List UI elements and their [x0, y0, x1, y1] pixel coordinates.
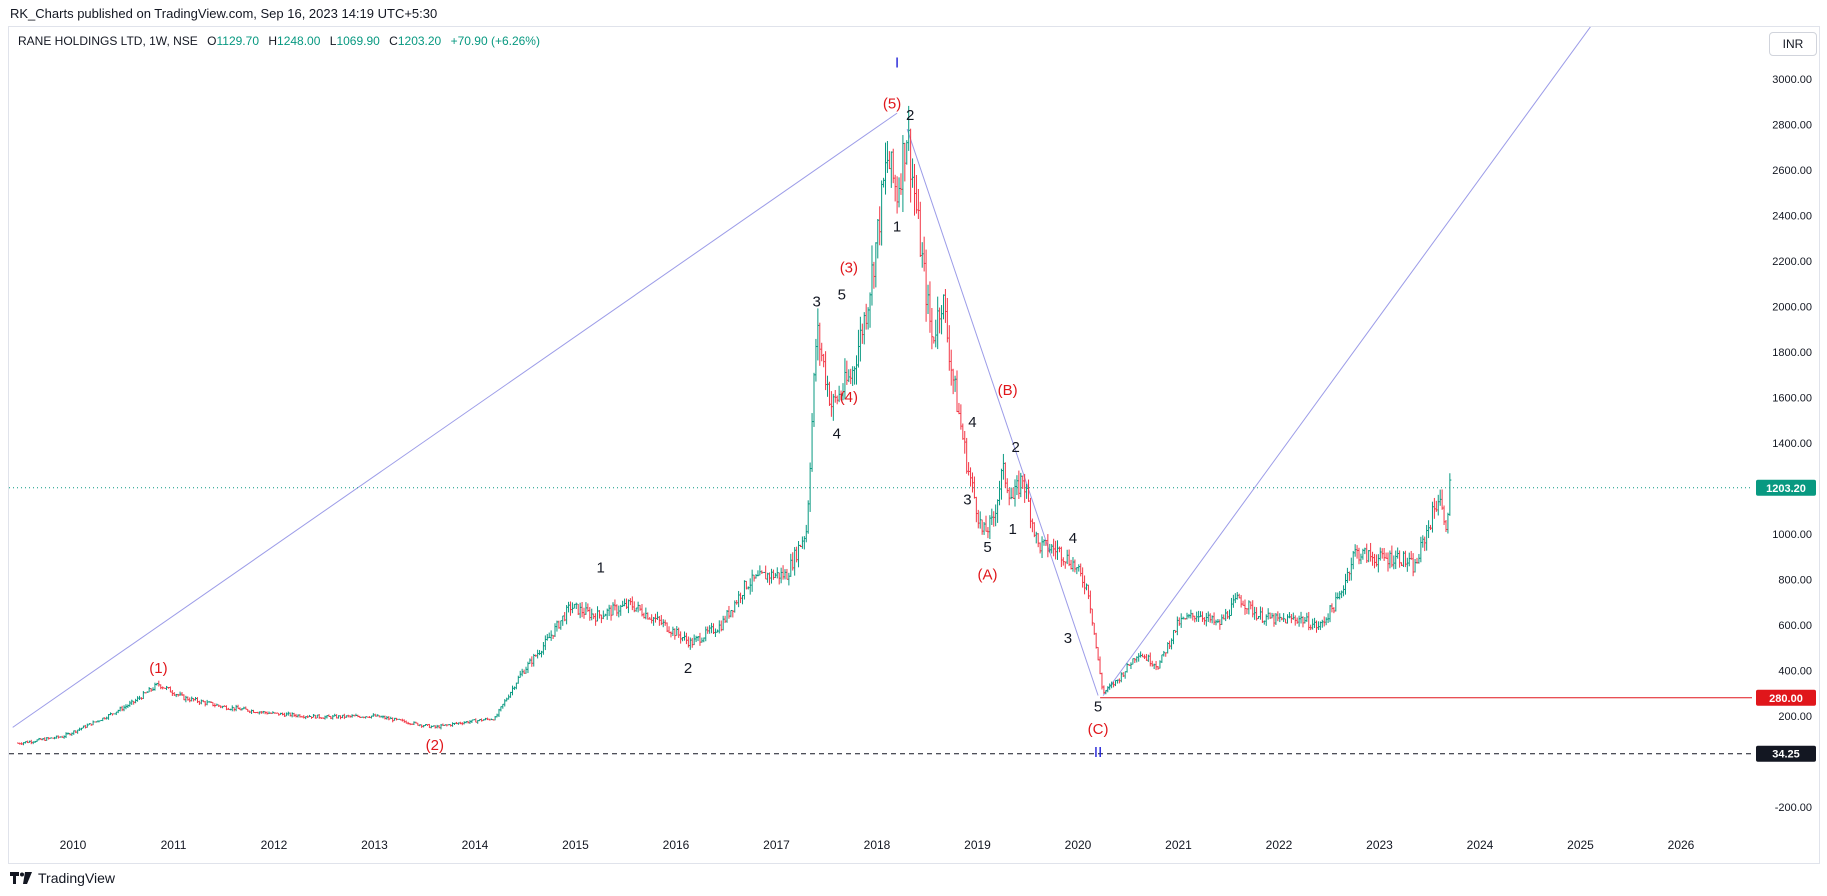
dashed-price-badge-bg — [1756, 745, 1816, 762]
ohlc-legend: RANE HOLDINGS LTD, 1W, NSE O1129.70 H124… — [18, 34, 540, 48]
trendline — [906, 128, 1099, 696]
wave-label: 3 — [963, 491, 971, 508]
chart-frame — [8, 26, 1820, 864]
open-value: 1129.70 — [216, 34, 260, 48]
wave-label: I — [895, 55, 899, 72]
dashed-price-badge: 34.25 — [1772, 749, 1800, 761]
brand-label: TradingView — [38, 870, 116, 886]
x-tick-label: 2010 — [60, 838, 87, 852]
wave-label: (A) — [978, 567, 998, 584]
open-label: O — [207, 34, 217, 48]
high-label: H — [268, 34, 278, 48]
tradingview-brand[interactable]: TradingView — [10, 870, 115, 886]
last-price-badge: 1203.20 — [1766, 483, 1806, 495]
y-tick-label: 1400.00 — [1772, 438, 1812, 450]
y-tick-label: 2800.00 — [1772, 120, 1812, 132]
wave-label: 2 — [1012, 439, 1020, 456]
y-tick-label: 2600.00 — [1772, 165, 1812, 177]
close-value: 1203.20 — [397, 34, 442, 48]
support-price-badge-bg — [1756, 689, 1816, 706]
wave-label: 2 — [906, 107, 914, 124]
low-label: L — [329, 34, 337, 48]
change-value: +70.90 (+6.26%) — [450, 34, 540, 48]
wave-label: (C) — [1088, 721, 1109, 738]
wave-label: (B) — [998, 382, 1018, 399]
support-price-badge: 280.00 — [1769, 693, 1803, 705]
x-tick-label: 2011 — [161, 838, 187, 852]
wave-label: 3 — [813, 294, 821, 311]
y-tick-label: 200.00 — [1778, 711, 1812, 723]
currency-button[interactable]: INR — [1769, 32, 1817, 56]
wave-label: 1 — [596, 560, 604, 577]
y-tick-label: 3000.00 — [1772, 74, 1812, 86]
wave-label: 4 — [833, 425, 841, 442]
wave-label: 1 — [893, 218, 901, 235]
y-tick-label: 2000.00 — [1772, 302, 1812, 314]
tradingview-logo-icon — [10, 872, 32, 884]
high-value: 1248.00 — [277, 34, 321, 48]
y-tick-label: 1000.00 — [1772, 529, 1812, 541]
trendline — [12, 112, 898, 728]
y-tick-label: 600.00 — [1778, 620, 1812, 632]
y-tick-label: 1600.00 — [1772, 393, 1812, 405]
y-tick-label: 400.00 — [1778, 666, 1812, 678]
y-tick-label: 2400.00 — [1772, 211, 1812, 223]
x-tick-label: 2026 — [1668, 838, 1695, 852]
y-tick-label: 2200.00 — [1772, 256, 1812, 268]
x-tick-label: 2025 — [1567, 838, 1594, 852]
x-tick-label: 2016 — [663, 838, 690, 852]
x-tick-label: 2022 — [1266, 838, 1293, 852]
x-tick-label: 2020 — [1065, 838, 1092, 852]
trendline — [1102, 27, 1591, 696]
wave-label: 3 — [1064, 630, 1072, 647]
wave-label: (1) — [149, 660, 167, 677]
wave-label: (5) — [883, 96, 901, 113]
plot-area — [9, 27, 1752, 746]
last-price-badge-bg — [1756, 479, 1816, 496]
x-tick-label: 2017 — [763, 838, 790, 852]
wave-label: 5 — [983, 539, 991, 556]
y-tick-label: 1800.00 — [1772, 347, 1812, 359]
wave-label: 2 — [684, 660, 692, 677]
symbol-label[interactable]: RANE HOLDINGS LTD, 1W, NSE — [18, 34, 198, 48]
wave-label: II — [1094, 744, 1102, 761]
low-value: 1069.90 — [336, 34, 380, 48]
x-tick-label: 2013 — [361, 838, 388, 852]
wave-label: 4 — [1069, 530, 1077, 547]
wave-label: (4) — [840, 389, 858, 406]
wave-label: 1 — [1009, 521, 1017, 538]
wave-label: (2) — [426, 737, 444, 754]
close-label: C — [389, 34, 398, 48]
wave-label: 4 — [968, 414, 976, 431]
x-tick-label: 2015 — [562, 838, 589, 852]
x-tick-label: 2019 — [964, 838, 991, 852]
x-tick-label: 2024 — [1467, 838, 1494, 852]
x-tick-label: 2023 — [1366, 838, 1393, 852]
published-line: RK_Charts published on TradingView.com, … — [10, 6, 438, 21]
y-tick-label: -200.00 — [1775, 802, 1812, 814]
x-tick-label: 2014 — [462, 838, 489, 852]
x-tick-label: 2018 — [864, 838, 891, 852]
wave-label: 5 — [838, 287, 846, 304]
wave-label: (3) — [840, 259, 858, 276]
x-tick-label: 2021 — [1165, 838, 1192, 852]
y-tick-label: 800.00 — [1778, 575, 1812, 587]
wave-label: 5 — [1094, 698, 1102, 715]
x-tick-label: 2012 — [261, 838, 288, 852]
